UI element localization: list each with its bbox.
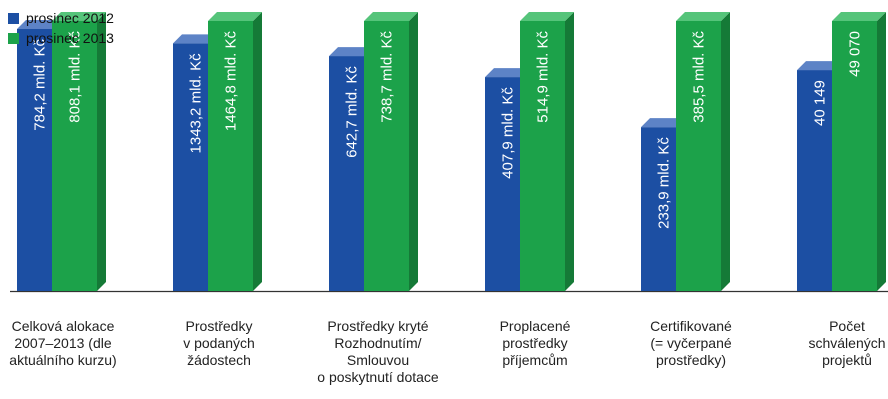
bar-value-label: 385,5 mld. Kč [691,31,708,123]
bar-front [52,21,97,291]
bar-value-label: 808,1 mld. Kč [67,31,84,123]
bar-value-label: 1343,2 mld. Kč [188,53,205,154]
bar-2013: 808,1 mld. Kč [52,12,106,291]
bar-value-label: 1464,8 mld. Kč [223,31,240,132]
legend-swatch-2012 [8,12,19,24]
legend-label-2012: prosinec 2012 [26,10,114,26]
bar-side [565,12,574,291]
bar-value-label: 49 070 [847,31,864,77]
bar-2013: 385,5 mld. Kč [676,12,730,291]
bar-value-label: 738,7 mld. Kč [379,31,396,123]
bar-value-label: 784,2 mld. Kč [32,38,49,130]
category-label: Certifikované (= vyčerpané prostředky) [650,318,732,368]
legend-swatch-2013 [8,32,19,44]
category-label: Prostředky v podaných žádostech [183,318,255,368]
category-label: Počet schválených projektů [808,318,886,368]
legend-item-2012: prosinec 2012 [8,8,114,28]
bar-top [520,12,574,21]
bar-front [676,21,721,291]
bar-top [676,12,730,21]
bar-2013: 514,9 mld. Kč [520,12,574,291]
legend-item-2013: prosinec 2013 [8,28,114,48]
bar-value-label: 40 149 [812,80,829,126]
category-label: Proplacené prostředky příjemcům [499,318,571,368]
bar-2013: 49 070 [832,12,886,291]
bar-value-label: 642,7 mld. Kč [344,66,361,158]
bar-side [409,12,418,291]
bar-value-label: 407,9 mld. Kč [500,87,517,179]
bar-top [832,12,886,21]
bar-value-label: 514,9 mld. Kč [535,31,552,123]
bar-front [520,21,565,291]
bar-front [832,21,877,291]
bar-top [364,12,418,21]
bar-side [253,12,262,291]
legend-label-2013: prosinec 2013 [26,30,114,46]
bar-side [97,12,106,291]
bar-top [208,12,262,21]
bar-side [877,12,886,291]
bar-side [721,12,730,291]
category-label: Celková alokace 2007–2013 (dle aktuálníh… [9,318,117,368]
bar-2013: 738,7 mld. Kč [364,12,418,291]
bar-2013: 1464,8 mld. Kč [208,12,262,291]
bar-value-label: 233,9 mld. Kč [656,137,673,229]
category-label: Prostředky kryté Rozhodnutím/ Smlouvou o… [317,318,439,385]
bar-top [52,12,106,21]
legend: prosinec 2012 prosinec 2013 [8,8,114,48]
bar-front [364,21,409,291]
bar-front [208,21,253,291]
